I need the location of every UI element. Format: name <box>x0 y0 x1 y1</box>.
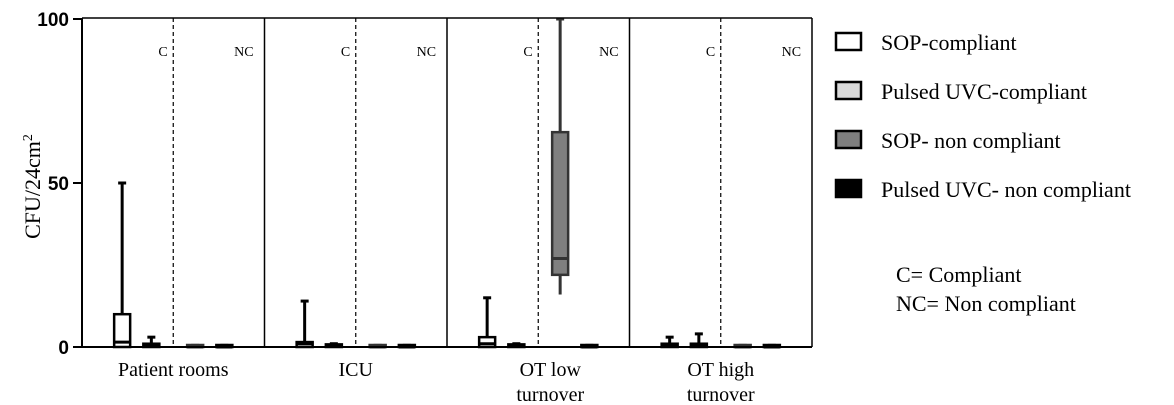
subgroup-label-c: C <box>523 45 532 60</box>
legend-label: SOP-compliant <box>881 30 1017 55</box>
legend-swatch <box>834 80 863 101</box>
y-axis-label: CFU/24cm2 <box>20 134 45 239</box>
abbreviation-notes: C= Compliant NC= Non compliant <box>896 262 1076 316</box>
legend-swatch <box>834 129 863 150</box>
y-tick-label: 0 <box>58 338 69 359</box>
legend-label: Pulsed UVC-compliant <box>881 79 1087 104</box>
subgroup-label-c: C <box>341 45 350 60</box>
legend-label: Pulsed UVC- non compliant <box>881 177 1131 202</box>
y-axis-label-superscript: 2 <box>21 134 36 141</box>
subgroup-label-nc: NC <box>417 45 436 60</box>
subgroup-label-nc: NC <box>234 45 253 60</box>
y-axis-label-text: CFU/24cm <box>20 141 45 239</box>
box-iqr <box>550 130 570 277</box>
x-category-label: Patient rooms <box>118 359 229 381</box>
legend-swatch <box>834 178 863 199</box>
x-category-label: turnover <box>687 384 755 405</box>
box-iqr <box>477 335 497 349</box>
legend-swatch <box>834 31 863 52</box>
subgroup-label-c: C <box>706 45 715 60</box>
x-category-label: turnover <box>516 384 584 405</box>
y-tick-label: 100 <box>37 10 69 31</box>
y-tick-label: 50 <box>48 174 69 195</box>
legend: SOP-compliant Pulsed UVC-compliant SOP- no… <box>834 30 1131 202</box>
subgroup-label-c: C <box>158 45 167 60</box>
abbreviation-note: C= Compliant <box>896 262 1021 287</box>
x-category-label: ICU <box>339 359 374 381</box>
axes: 0 50 100 CFU/24cm2 Patient rooms C NC ICU C NC OT … <box>20 10 813 405</box>
legend-label: SOP- non compliant <box>881 128 1061 153</box>
abbreviation-note: NC= Non compliant <box>896 291 1076 316</box>
x-category-label: OT low <box>520 359 582 381</box>
x-category-label: OT high <box>687 359 754 381</box>
subgroup-label-nc: NC <box>782 45 801 60</box>
subgroup-label-nc: NC <box>599 45 618 60</box>
